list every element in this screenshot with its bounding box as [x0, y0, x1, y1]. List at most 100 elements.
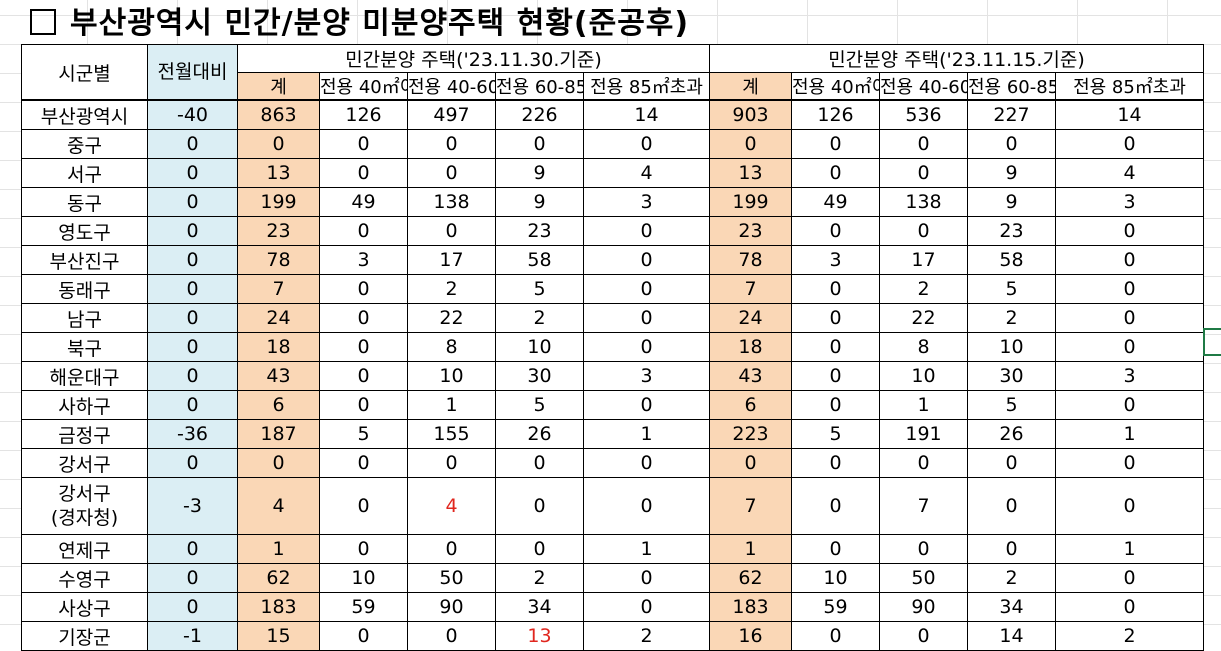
- value-previous-cell[interactable]: 17: [879, 245, 968, 275]
- value-previous-cell[interactable]: 536: [879, 99, 968, 130]
- region-cell[interactable]: 중구: [21, 129, 148, 159]
- value-previous-cell[interactable]: 0: [967, 448, 1056, 478]
- value-previous-cell[interactable]: 8: [879, 332, 968, 362]
- header-mom[interactable]: 전월대비: [147, 44, 238, 101]
- total-previous-cell[interactable]: 223: [709, 419, 792, 449]
- value-previous-cell[interactable]: 23: [967, 216, 1056, 246]
- total-current-cell[interactable]: 23: [237, 216, 320, 246]
- value-current-cell[interactable]: 0: [583, 332, 710, 362]
- value-current-cell[interactable]: 1: [407, 390, 496, 420]
- value-previous-cell[interactable]: 49: [791, 187, 880, 217]
- value-current-cell[interactable]: 1: [583, 534, 710, 564]
- value-previous-cell[interactable]: 0: [1055, 477, 1204, 535]
- value-current-cell[interactable]: 4: [583, 158, 710, 188]
- value-current-cell[interactable]: 0: [495, 534, 584, 564]
- value-current-cell[interactable]: 138: [407, 187, 496, 217]
- value-previous-cell[interactable]: 0: [791, 621, 880, 651]
- value-previous-cell[interactable]: 0: [1055, 592, 1204, 622]
- total-current-cell[interactable]: 6: [237, 390, 320, 420]
- value-previous-cell[interactable]: 126: [791, 99, 880, 130]
- value-current-cell[interactable]: 497: [407, 99, 496, 130]
- value-current-cell[interactable]: 0: [319, 477, 408, 535]
- mom-cell[interactable]: 0: [147, 245, 238, 275]
- value-previous-cell[interactable]: 1: [1055, 419, 1204, 449]
- mom-cell[interactable]: 0: [147, 448, 238, 478]
- mom-cell[interactable]: 0: [147, 592, 238, 622]
- total-previous-cell[interactable]: 18: [709, 332, 792, 362]
- region-cell[interactable]: 연제구: [21, 534, 148, 564]
- header-group-previous[interactable]: 민간분양 주택('23.11.15.기준): [709, 44, 1204, 73]
- value-previous-cell[interactable]: 3: [791, 245, 880, 275]
- mom-cell[interactable]: 0: [147, 129, 238, 159]
- value-current-cell[interactable]: 30: [495, 361, 584, 391]
- value-current-cell[interactable]: 0: [319, 332, 408, 362]
- mom-cell[interactable]: 0: [147, 274, 238, 304]
- value-current-cell[interactable]: 0: [495, 477, 584, 535]
- value-current-cell[interactable]: 50: [407, 563, 496, 593]
- value-previous-cell[interactable]: 0: [1055, 216, 1204, 246]
- value-current-cell[interactable]: 2: [495, 303, 584, 333]
- value-previous-cell[interactable]: 34: [967, 592, 1056, 622]
- total-current-cell[interactable]: 4: [237, 477, 320, 535]
- value-current-cell[interactable]: 126: [319, 99, 408, 130]
- header-40-60-current[interactable]: 전용 40-60: [407, 72, 496, 101]
- value-current-cell[interactable]: 5: [495, 274, 584, 304]
- total-current-cell[interactable]: 1: [237, 534, 320, 564]
- value-previous-cell[interactable]: 2: [879, 274, 968, 304]
- total-current-cell[interactable]: 78: [237, 245, 320, 275]
- value-current-cell[interactable]: 155: [407, 419, 496, 449]
- value-current-cell[interactable]: 0: [583, 563, 710, 593]
- total-current-cell[interactable]: 43: [237, 361, 320, 391]
- value-previous-cell[interactable]: 0: [967, 477, 1056, 535]
- value-previous-cell[interactable]: 0: [967, 129, 1056, 159]
- value-current-cell[interactable]: 0: [319, 303, 408, 333]
- value-previous-cell[interactable]: 14: [967, 621, 1056, 651]
- header-total-current[interactable]: 계: [237, 72, 320, 101]
- value-current-cell[interactable]: 58: [495, 245, 584, 275]
- mom-cell[interactable]: -3: [147, 477, 238, 535]
- value-current-cell[interactable]: 3: [583, 187, 710, 217]
- total-previous-cell[interactable]: 0: [709, 129, 792, 159]
- mom-cell[interactable]: -36: [147, 419, 238, 449]
- value-previous-cell[interactable]: 0: [879, 158, 968, 188]
- region-cell[interactable]: 동구: [21, 187, 148, 217]
- mom-cell[interactable]: -40: [147, 99, 238, 130]
- header-40-previous[interactable]: 전용 40㎡이하: [791, 72, 880, 101]
- value-previous-cell[interactable]: 0: [967, 534, 1056, 564]
- total-current-cell[interactable]: 7: [237, 274, 320, 304]
- total-previous-cell[interactable]: 1: [709, 534, 792, 564]
- value-previous-cell[interactable]: 0: [879, 621, 968, 651]
- header-60-85-current[interactable]: 전용 60-85: [495, 72, 584, 101]
- total-previous-cell[interactable]: 199: [709, 187, 792, 217]
- region-cell[interactable]: 서구: [21, 158, 148, 188]
- region-cell[interactable]: 강서구 (경자청): [21, 477, 148, 535]
- value-current-cell[interactable]: 0: [407, 216, 496, 246]
- value-previous-cell[interactable]: 22: [879, 303, 968, 333]
- header-85-previous[interactable]: 전용 85㎡초과: [1055, 72, 1204, 101]
- value-current-cell[interactable]: 0: [407, 158, 496, 188]
- mom-cell[interactable]: 0: [147, 187, 238, 217]
- header-40-60-previous[interactable]: 전용 40-60: [879, 72, 968, 101]
- value-current-cell[interactable]: 2: [583, 621, 710, 651]
- value-current-cell[interactable]: 0: [583, 390, 710, 420]
- header-total-previous[interactable]: 계: [709, 72, 792, 101]
- total-current-cell[interactable]: 0: [237, 129, 320, 159]
- region-cell[interactable]: 사하구: [21, 390, 148, 420]
- region-cell[interactable]: 북구: [21, 332, 148, 362]
- region-cell[interactable]: 부산진구: [21, 245, 148, 275]
- value-previous-cell[interactable]: 9: [967, 158, 1056, 188]
- value-previous-cell[interactable]: 0: [1055, 129, 1204, 159]
- region-cell[interactable]: 기장군: [21, 621, 148, 651]
- value-current-cell[interactable]: 0: [407, 621, 496, 651]
- value-current-cell[interactable]: 9: [495, 187, 584, 217]
- value-current-cell[interactable]: 0: [319, 129, 408, 159]
- value-current-cell[interactable]: 0: [319, 534, 408, 564]
- mom-cell[interactable]: -1: [147, 621, 238, 651]
- value-previous-cell[interactable]: 0: [1055, 390, 1204, 420]
- value-previous-cell[interactable]: 5: [967, 274, 1056, 304]
- mom-cell[interactable]: 0: [147, 563, 238, 593]
- total-current-cell[interactable]: 15: [237, 621, 320, 651]
- value-previous-cell[interactable]: 0: [791, 390, 880, 420]
- value-previous-cell[interactable]: 138: [879, 187, 968, 217]
- value-current-cell[interactable]: 0: [319, 390, 408, 420]
